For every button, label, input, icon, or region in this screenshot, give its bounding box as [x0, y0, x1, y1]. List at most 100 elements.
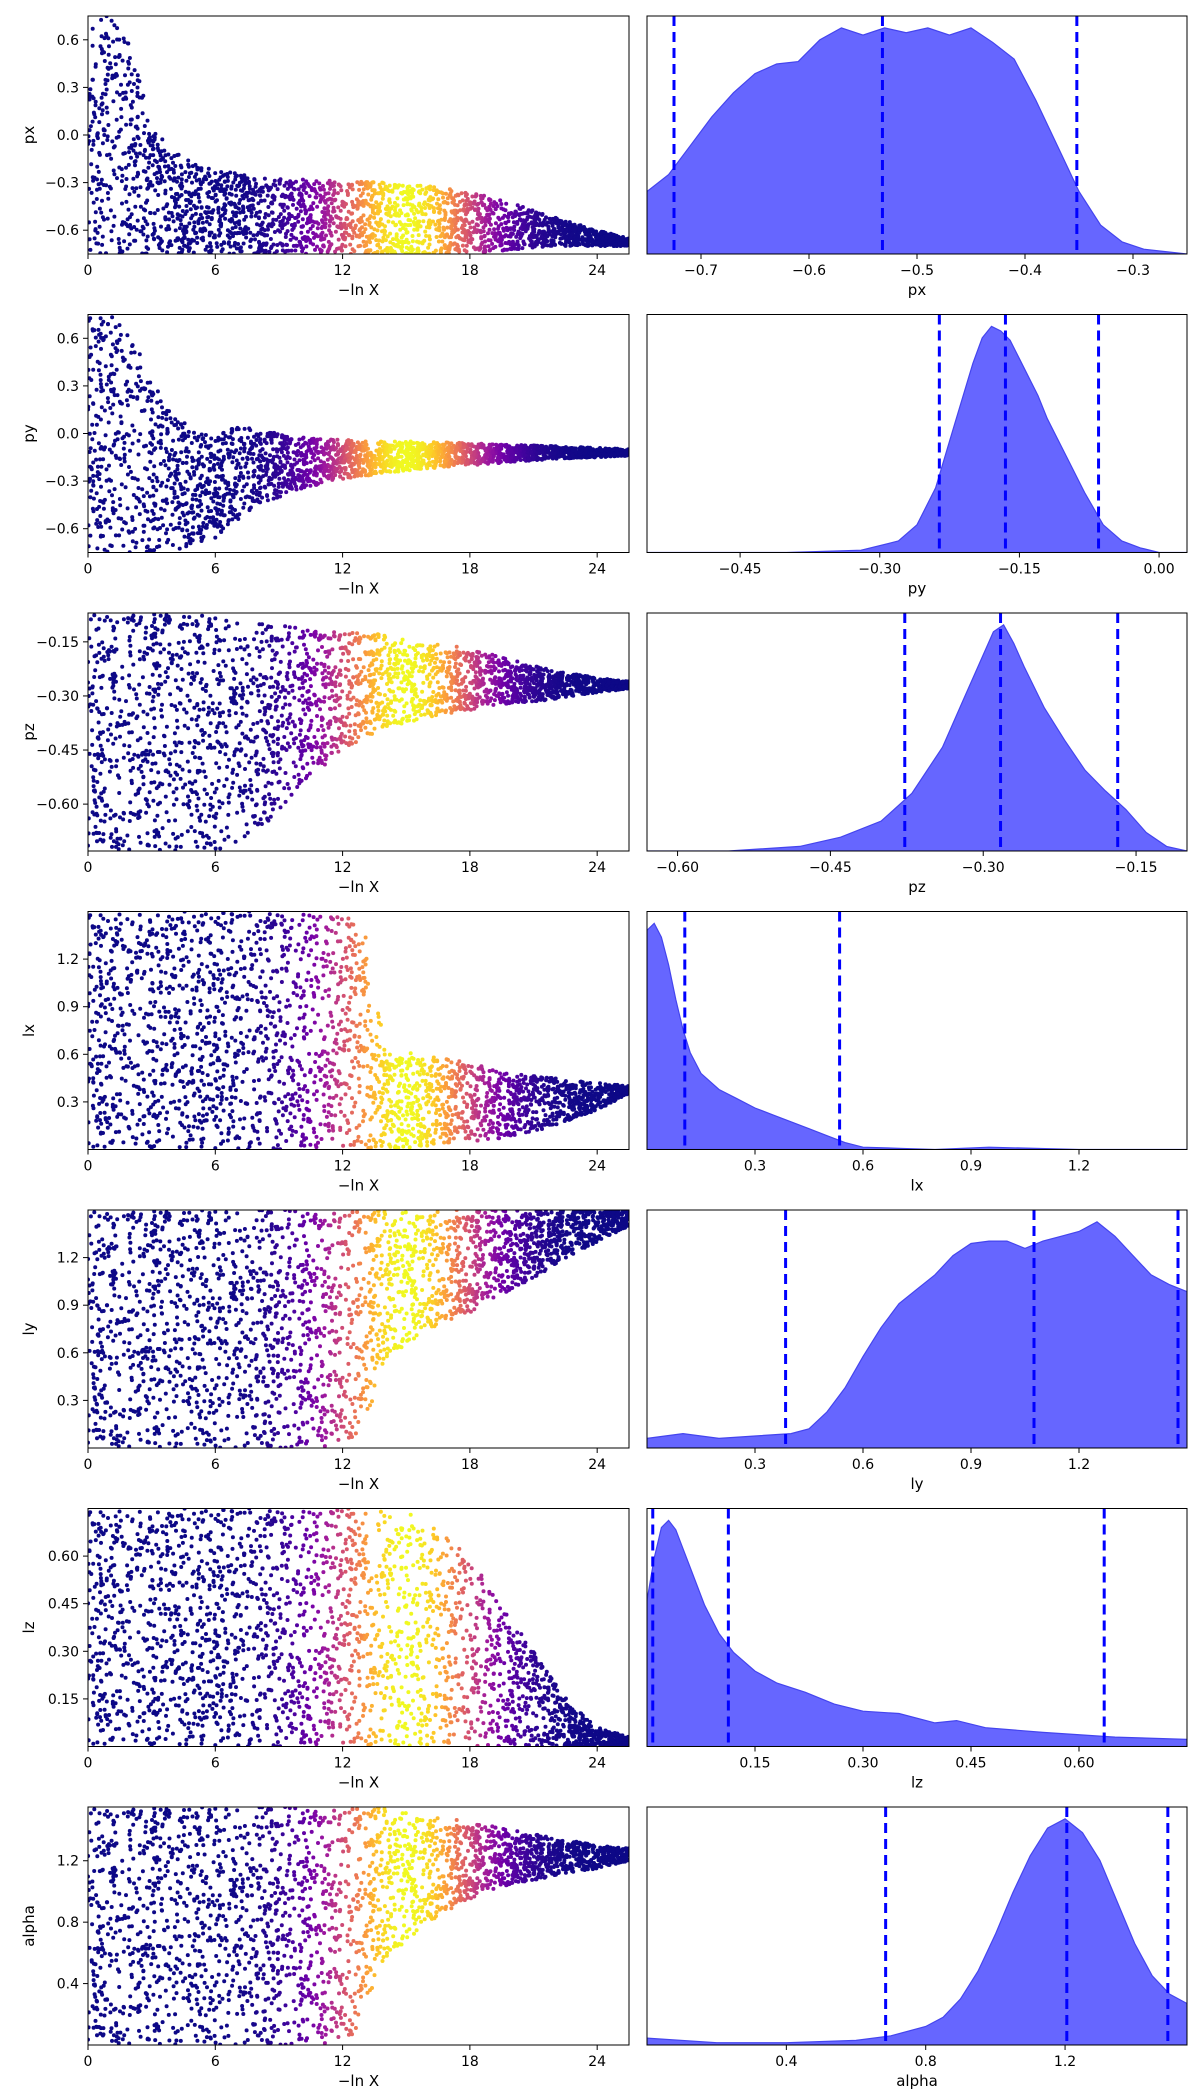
sample-point — [155, 479, 160, 484]
sample-point — [318, 187, 323, 192]
sample-point — [141, 232, 146, 237]
sample-point — [490, 442, 495, 447]
sample-point — [360, 440, 365, 445]
sample-point — [148, 380, 153, 385]
sample-point — [199, 473, 204, 478]
sample-point — [498, 198, 503, 203]
sample-point — [388, 246, 393, 251]
sample-point — [184, 446, 189, 451]
sample-point — [119, 82, 123, 87]
sample-point — [229, 504, 233, 509]
sample-point — [104, 16, 109, 19]
sample-point — [102, 497, 107, 502]
sample-point — [551, 241, 556, 246]
sample-point — [174, 458, 179, 463]
sample-point — [243, 181, 248, 186]
sample-point — [433, 445, 438, 450]
sample-point — [242, 449, 247, 454]
sample-point — [298, 209, 303, 214]
sample-point — [512, 459, 517, 464]
sample-point — [437, 210, 442, 215]
sample-point — [124, 184, 129, 189]
sample-point — [114, 367, 119, 372]
sample-point — [324, 233, 328, 238]
sample-point — [375, 228, 380, 233]
sample-point — [228, 487, 233, 492]
sample-point — [486, 461, 490, 466]
sample-point — [88, 87, 93, 92]
sample-point — [546, 455, 551, 460]
sample-point — [133, 204, 138, 209]
sample-point — [161, 206, 166, 211]
sample-point — [439, 247, 443, 252]
sample-point — [113, 533, 118, 538]
sample-point — [120, 220, 125, 225]
sample-point — [98, 514, 103, 518]
sample-point — [233, 515, 238, 520]
sample-point — [486, 231, 490, 236]
sample-point — [410, 239, 415, 244]
sample-point — [546, 224, 551, 229]
sample-point — [156, 148, 161, 153]
sample-point — [525, 224, 530, 229]
sample-point — [388, 231, 393, 236]
sample-point — [372, 227, 377, 232]
sample-point — [98, 521, 102, 526]
sample-point — [257, 193, 262, 198]
sample-point — [178, 482, 183, 486]
sample-point — [433, 461, 438, 466]
sample-point — [150, 390, 155, 395]
sample-point — [310, 207, 315, 212]
sample-point — [98, 417, 103, 422]
sample-point — [232, 450, 237, 455]
sample-point — [242, 426, 247, 431]
sample-point — [257, 500, 262, 505]
sample-point — [161, 411, 165, 415]
sample-point — [176, 504, 181, 509]
sample-point — [278, 460, 283, 465]
sample-point — [599, 454, 603, 459]
sample-point — [88, 316, 93, 321]
sample-point — [199, 539, 204, 543]
sample-point — [562, 230, 567, 235]
sample-point — [282, 476, 286, 481]
sample-point — [388, 240, 393, 245]
sample-point — [583, 232, 588, 237]
sample-point — [426, 245, 431, 250]
sample-point — [314, 464, 318, 469]
sample-point — [121, 543, 126, 548]
sample-point — [117, 497, 122, 501]
sample-point — [446, 454, 451, 459]
sample-point — [251, 233, 256, 238]
sample-point — [396, 463, 401, 468]
sample-point — [134, 227, 139, 232]
sample-point — [321, 184, 325, 188]
sample-point — [191, 531, 196, 536]
sample-point — [361, 203, 366, 208]
sample-point — [196, 434, 201, 439]
sample-point — [599, 448, 604, 453]
sample-point — [371, 180, 376, 185]
sample-point — [129, 146, 134, 150]
sample-point — [105, 72, 110, 77]
sample-point — [418, 183, 423, 188]
sample-point — [468, 450, 473, 455]
sample-point — [106, 36, 111, 41]
sample-point — [328, 186, 332, 191]
sample-point — [127, 232, 132, 237]
sample-point — [212, 456, 217, 461]
sample-point — [151, 493, 156, 498]
sample-point — [474, 193, 479, 198]
sample-point — [252, 469, 257, 474]
sample-point — [393, 223, 398, 228]
sample-point — [278, 202, 283, 207]
sample-point — [499, 202, 504, 206]
sample-point — [215, 186, 220, 191]
sample-point — [155, 389, 160, 394]
sample-point — [162, 164, 167, 169]
sample-point — [322, 214, 327, 219]
sample-point — [227, 452, 232, 457]
sample-point — [577, 242, 582, 247]
sample-point — [294, 206, 299, 211]
